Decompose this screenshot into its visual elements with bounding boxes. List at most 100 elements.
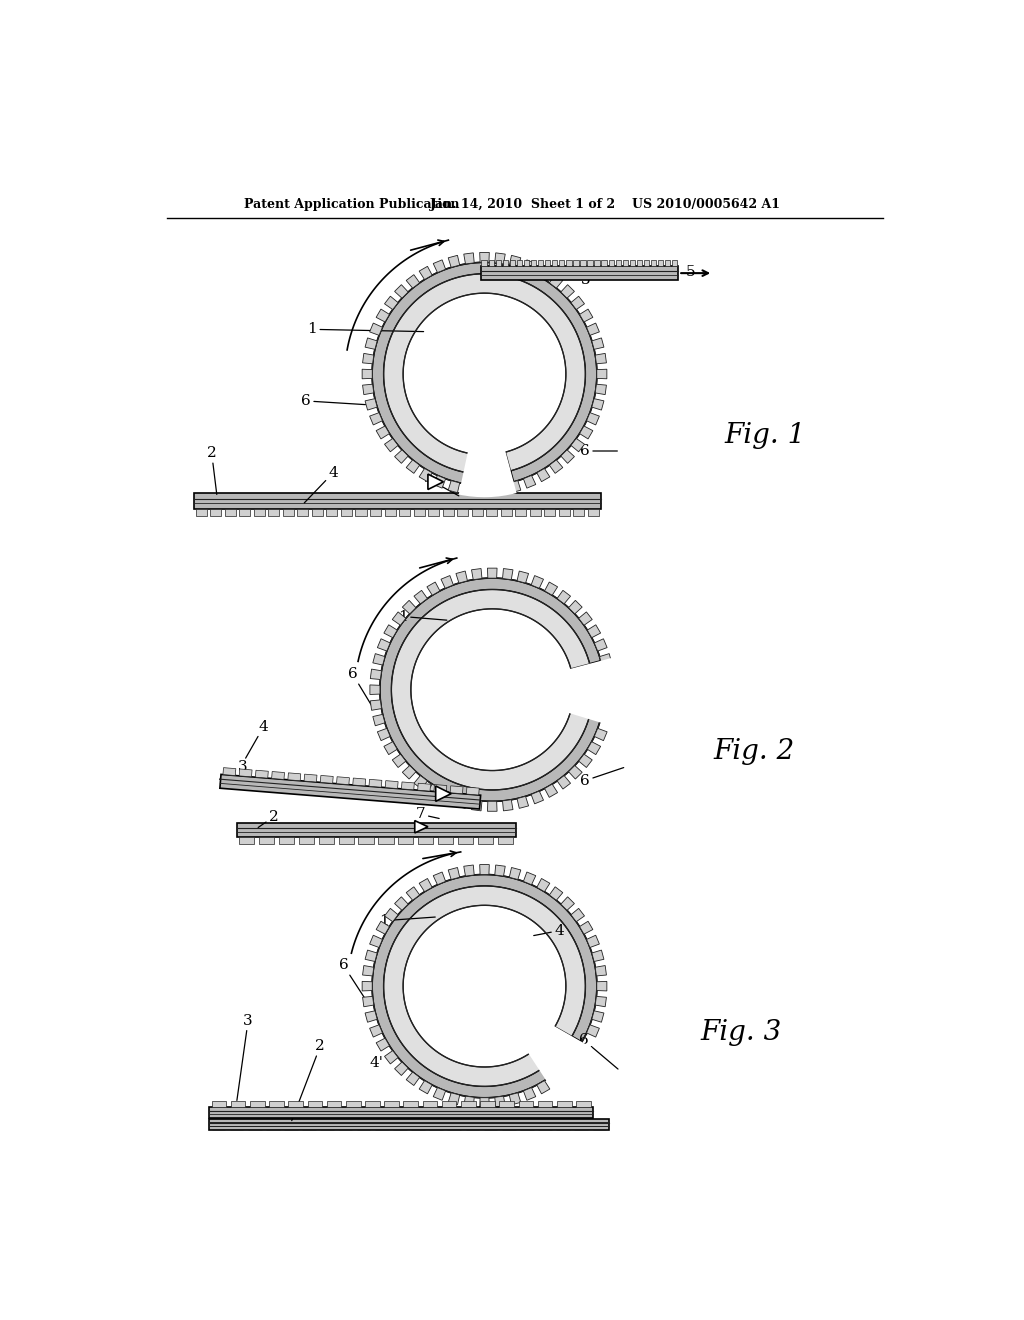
Polygon shape — [552, 260, 557, 267]
Polygon shape — [595, 965, 606, 975]
Polygon shape — [369, 779, 382, 787]
Polygon shape — [373, 653, 385, 665]
Polygon shape — [568, 601, 583, 614]
Polygon shape — [385, 780, 398, 788]
Polygon shape — [442, 508, 454, 516]
Polygon shape — [321, 775, 333, 783]
Polygon shape — [487, 568, 497, 578]
Polygon shape — [571, 296, 585, 310]
Polygon shape — [571, 438, 585, 451]
Polygon shape — [327, 1101, 341, 1107]
Text: 7: 7 — [416, 808, 439, 821]
Polygon shape — [341, 508, 352, 516]
Polygon shape — [271, 772, 285, 779]
Polygon shape — [515, 508, 526, 516]
Polygon shape — [289, 1101, 303, 1107]
Polygon shape — [433, 873, 445, 884]
Polygon shape — [224, 508, 236, 516]
Polygon shape — [566, 260, 571, 267]
Polygon shape — [394, 285, 409, 298]
Text: 2: 2 — [292, 1039, 325, 1121]
Polygon shape — [498, 837, 513, 843]
Polygon shape — [500, 1101, 514, 1107]
Polygon shape — [376, 426, 389, 440]
Polygon shape — [449, 867, 460, 879]
Polygon shape — [481, 260, 486, 267]
Polygon shape — [254, 508, 265, 516]
Polygon shape — [384, 1101, 399, 1107]
Polygon shape — [545, 260, 550, 267]
Polygon shape — [479, 1098, 489, 1107]
Polygon shape — [370, 935, 382, 948]
Polygon shape — [557, 1101, 571, 1107]
Polygon shape — [568, 766, 583, 779]
Polygon shape — [587, 935, 599, 948]
Polygon shape — [587, 323, 599, 335]
Polygon shape — [435, 785, 452, 801]
Polygon shape — [665, 260, 671, 267]
Polygon shape — [419, 267, 432, 280]
Polygon shape — [637, 260, 642, 267]
Polygon shape — [372, 875, 597, 1098]
Polygon shape — [530, 260, 537, 267]
Polygon shape — [594, 729, 607, 741]
Polygon shape — [557, 776, 570, 789]
Polygon shape — [549, 887, 563, 900]
Polygon shape — [523, 260, 536, 273]
Text: 2: 2 — [207, 446, 217, 495]
Polygon shape — [239, 837, 254, 843]
Polygon shape — [588, 508, 599, 516]
Polygon shape — [503, 569, 513, 579]
Text: Jan. 14, 2010  Sheet 1 of 2: Jan. 14, 2010 Sheet 1 of 2 — [430, 198, 616, 211]
Polygon shape — [392, 612, 406, 626]
Polygon shape — [580, 309, 593, 322]
Polygon shape — [561, 896, 574, 911]
Polygon shape — [362, 981, 372, 991]
Wedge shape — [527, 1026, 592, 1089]
Polygon shape — [471, 800, 482, 810]
Polygon shape — [394, 1061, 409, 1076]
Polygon shape — [472, 508, 482, 516]
Polygon shape — [433, 260, 445, 273]
Polygon shape — [414, 776, 427, 789]
Polygon shape — [509, 867, 521, 879]
Polygon shape — [384, 296, 398, 310]
Polygon shape — [373, 714, 385, 726]
Polygon shape — [478, 837, 494, 843]
Polygon shape — [268, 508, 280, 516]
Polygon shape — [240, 770, 252, 777]
Polygon shape — [549, 459, 563, 474]
Polygon shape — [362, 384, 374, 395]
Polygon shape — [595, 997, 606, 1007]
Polygon shape — [479, 865, 489, 875]
Polygon shape — [518, 1101, 534, 1107]
Polygon shape — [366, 950, 377, 961]
Text: 3: 3 — [237, 1014, 253, 1101]
Polygon shape — [503, 260, 508, 267]
Polygon shape — [304, 774, 317, 781]
Polygon shape — [423, 1101, 437, 1107]
Polygon shape — [283, 508, 294, 516]
Polygon shape — [461, 1101, 475, 1107]
Polygon shape — [597, 370, 607, 379]
Text: 6: 6 — [348, 668, 373, 706]
Polygon shape — [658, 260, 664, 267]
Polygon shape — [212, 1101, 226, 1107]
Text: 4: 4 — [534, 924, 564, 937]
Polygon shape — [433, 475, 445, 488]
Polygon shape — [571, 908, 585, 921]
Polygon shape — [337, 776, 349, 784]
Polygon shape — [380, 578, 601, 801]
Polygon shape — [378, 639, 390, 651]
Polygon shape — [428, 474, 443, 490]
Polygon shape — [449, 1093, 460, 1105]
Polygon shape — [537, 879, 550, 892]
Text: 4: 4 — [246, 719, 268, 758]
Polygon shape — [407, 1072, 420, 1085]
Polygon shape — [394, 450, 409, 463]
Polygon shape — [441, 1101, 457, 1107]
Polygon shape — [488, 260, 494, 267]
Polygon shape — [595, 384, 606, 395]
Polygon shape — [196, 508, 207, 516]
Polygon shape — [438, 837, 454, 843]
